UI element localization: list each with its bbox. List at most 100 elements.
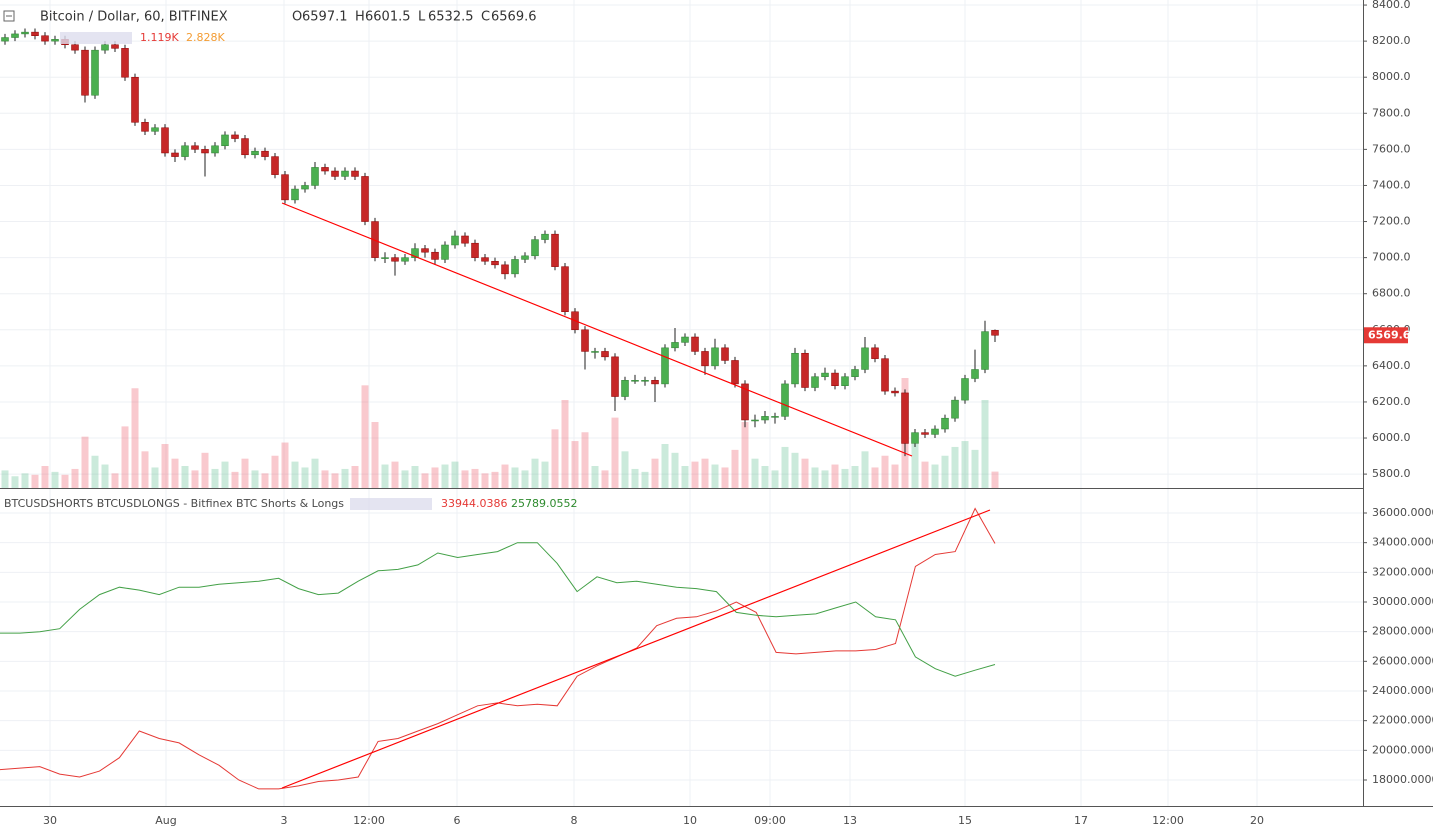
trend-line[interactable] [281, 202, 913, 457]
time-tick-label: 12:00 [1152, 814, 1184, 827]
volume-bar [391, 461, 399, 488]
y-tick-label: 30000.0000 [1372, 595, 1433, 608]
candle-body [821, 372, 829, 377]
candle-body [231, 134, 239, 139]
candle-body [421, 248, 429, 253]
candle-body [841, 376, 849, 386]
volume-bar [51, 471, 59, 488]
candle-body [701, 351, 709, 367]
candle-body [301, 185, 309, 190]
ohlc-label: L [418, 10, 426, 25]
candle-body [511, 259, 519, 275]
candle-body [981, 331, 989, 370]
candle-body [91, 49, 99, 96]
volume-bar [891, 464, 899, 488]
candle-body [341, 170, 349, 177]
candle-body [741, 383, 749, 421]
volume-bar [241, 458, 249, 488]
volume-bar [11, 476, 19, 488]
candle-body [951, 399, 959, 419]
candle-body [311, 167, 319, 186]
volume-bar [961, 441, 969, 488]
trend-line[interactable] [281, 509, 991, 789]
candle-body [81, 49, 89, 96]
volume-bar [91, 455, 99, 488]
candle-body [921, 432, 929, 435]
volume-bar [721, 467, 729, 488]
time-tick-label: 13 [843, 814, 857, 827]
candle-body [501, 264, 509, 275]
candle-body [941, 417, 949, 430]
candle-body [711, 347, 719, 367]
candle-body [721, 347, 729, 361]
candle-body [631, 380, 639, 382]
y-tick-label: 36000.0000 [1372, 506, 1433, 519]
ohlc-legend: O 6597.1 H 6601.5 L 6532.5 C 6569.6 [292, 10, 537, 25]
y-tick-label: 8000.0 [1372, 70, 1411, 83]
candle-body [911, 432, 919, 444]
candle-body [291, 188, 299, 201]
candle-body [541, 233, 549, 240]
volume-bar [591, 466, 599, 488]
indicator-buttons[interactable] [60, 32, 132, 44]
time-tick-label: Aug [155, 814, 176, 827]
candle-body [181, 145, 189, 157]
candle-body [891, 390, 899, 394]
volume-bar [31, 474, 39, 488]
y-tick-label: 7600.0 [1372, 142, 1411, 155]
volume-bar [671, 452, 679, 488]
volume-bar [661, 444, 669, 488]
volume-bar [771, 470, 779, 488]
volume-bar [781, 446, 789, 488]
candle-body [261, 150, 269, 157]
volume-bar [871, 467, 879, 488]
candle-body [811, 376, 819, 388]
volume-bar [451, 461, 459, 488]
candle-body [391, 257, 399, 262]
candle-body [471, 242, 479, 258]
volume-bar [281, 442, 289, 488]
candle-body [491, 260, 499, 266]
volume-bar [951, 446, 959, 488]
candle-body [731, 360, 739, 385]
volume-bar [831, 464, 839, 488]
candle-body [201, 149, 209, 154]
collapse-button[interactable] [3, 10, 15, 22]
y-tick-label: 20000.0000 [1372, 743, 1433, 756]
candle-body [751, 419, 759, 422]
candle-body [861, 347, 869, 370]
candle-body [1, 37, 9, 42]
candle-body [611, 356, 619, 397]
volume-bar [301, 467, 309, 488]
volume-bar [571, 441, 579, 488]
volume-bar [321, 470, 329, 488]
volume-bar [191, 470, 199, 488]
volume-bar [361, 385, 369, 488]
volume-bar [561, 400, 569, 488]
candle-body [251, 150, 259, 156]
y-tick-label: 22000.0000 [1372, 714, 1433, 727]
volume-bar [431, 467, 439, 488]
time-tick-label: 12:00 [353, 814, 385, 827]
candle-body [761, 416, 769, 421]
volume-bar [151, 467, 159, 488]
time-tick-label: 15 [958, 814, 972, 827]
time-tick-label: 6 [454, 814, 461, 827]
indicator-buttons[interactable] [350, 498, 432, 510]
candle-body [601, 351, 609, 358]
y-tick-label: 24000.0000 [1372, 684, 1433, 697]
volume-bar [601, 470, 609, 488]
volume-bar [741, 422, 749, 488]
candle-body [771, 416, 779, 418]
candle-body [31, 31, 39, 36]
candle-body [151, 127, 159, 132]
y-tick-label: 7800.0 [1372, 106, 1411, 119]
y-tick-label: 7000.0 [1372, 251, 1411, 264]
time-tick-label: 09:00 [754, 814, 786, 827]
candle-body [41, 35, 49, 42]
last-price-label: 6569.6 [1368, 328, 1411, 341]
candle-body [11, 33, 19, 38]
candle-body [621, 380, 629, 397]
